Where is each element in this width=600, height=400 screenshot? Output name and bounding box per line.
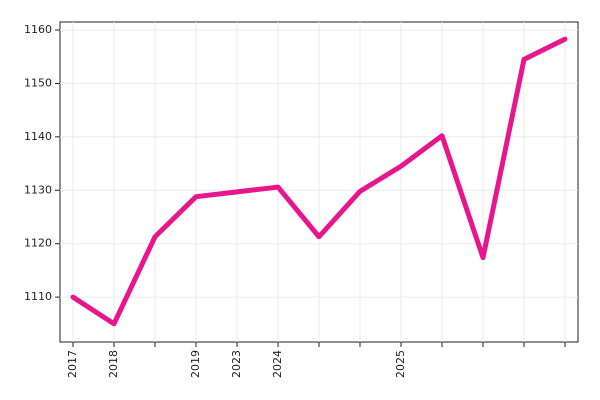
x-tick-label: 2019 <box>189 350 202 378</box>
line <box>70 36 568 327</box>
y-tick-label: 1110 <box>24 290 52 303</box>
y-tick-label: 1160 <box>24 23 52 36</box>
y-tick-label: 1130 <box>24 183 52 196</box>
x-tick-label: 2018 <box>107 350 120 378</box>
x-tick-label: 2017 <box>66 350 79 378</box>
x-tick-label: 2023 <box>230 350 243 378</box>
y-tick-label: 1150 <box>24 76 52 89</box>
y-tick-label: 1120 <box>24 237 52 250</box>
x-tick-label: 2024 <box>271 350 284 378</box>
y-tick-label: 1140 <box>24 130 52 143</box>
x-tick-label: 2025 <box>394 350 407 378</box>
